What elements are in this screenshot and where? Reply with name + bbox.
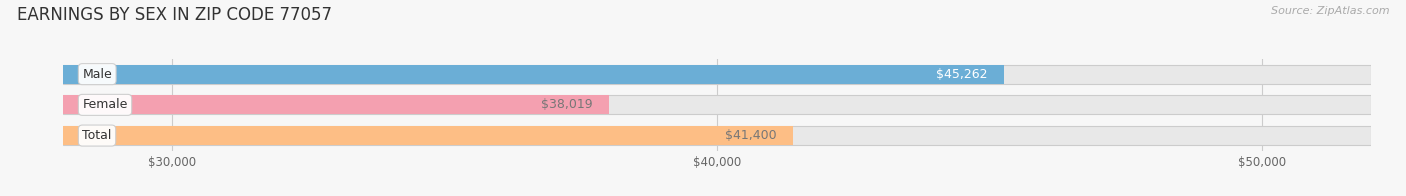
Text: $45,262: $45,262 xyxy=(936,68,987,81)
Bar xyxy=(63,65,1004,84)
Bar xyxy=(63,95,609,114)
Bar xyxy=(63,95,1371,114)
Bar xyxy=(63,65,1371,84)
Bar xyxy=(63,126,1371,145)
Text: Source: ZipAtlas.com: Source: ZipAtlas.com xyxy=(1271,6,1389,16)
Text: $41,400: $41,400 xyxy=(725,129,778,142)
Text: $38,019: $38,019 xyxy=(541,98,593,111)
Text: Female: Female xyxy=(83,98,128,111)
Text: EARNINGS BY SEX IN ZIP CODE 77057: EARNINGS BY SEX IN ZIP CODE 77057 xyxy=(17,6,332,24)
Bar xyxy=(63,126,793,145)
Text: Total: Total xyxy=(83,129,111,142)
Text: Male: Male xyxy=(83,68,112,81)
